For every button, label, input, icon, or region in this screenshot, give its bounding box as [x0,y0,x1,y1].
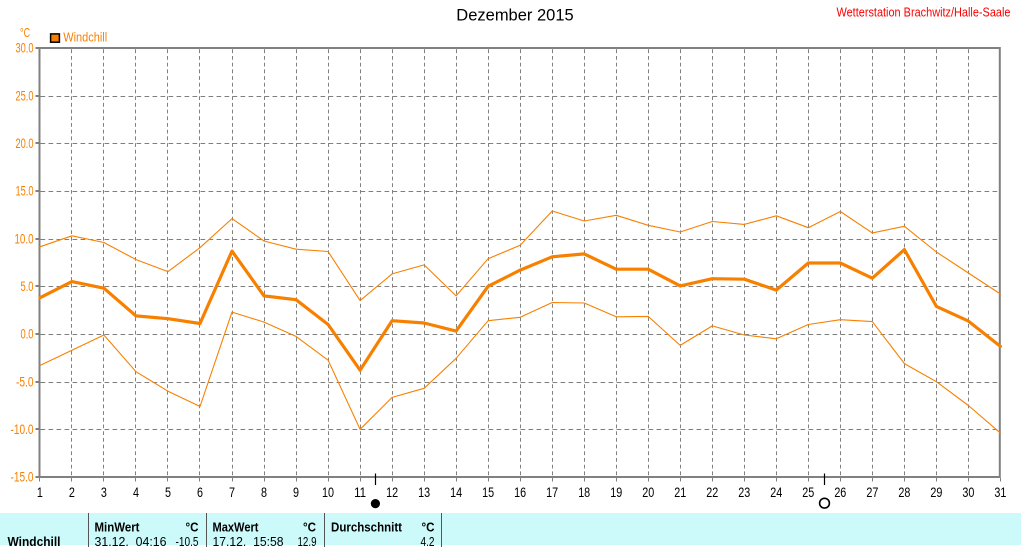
svg-text:Windchill: Windchill [8,534,61,547]
svg-text:20.0: 20.0 [16,136,34,151]
svg-text:3: 3 [101,485,107,500]
svg-text:7: 7 [229,485,235,500]
svg-text:-5.0: -5.0 [16,374,34,389]
svg-text:12.9: 12.9 [298,534,317,547]
svg-text:8: 8 [261,485,267,500]
svg-text:22: 22 [706,485,718,500]
svg-text:10.0: 10.0 [15,231,34,246]
svg-text:MinWert: MinWert [95,520,141,535]
svg-text:5.0: 5.0 [21,279,34,294]
svg-text:6: 6 [197,485,203,500]
svg-text:Wetterstation Brachwitz/Halle-: Wetterstation Brachwitz/Halle-Saale [837,6,1011,20]
svg-text:Dezember 2015: Dezember 2015 [456,6,573,24]
svg-text:30.0: 30.0 [16,41,34,56]
svg-text:12: 12 [386,485,398,500]
svg-text:15.0: 15.0 [16,184,34,199]
svg-text:-15.0: -15.0 [11,470,34,485]
svg-text:31: 31 [994,485,1006,500]
svg-text:26: 26 [834,485,846,500]
svg-text:°C: °C [20,26,30,40]
svg-text:19: 19 [610,485,622,500]
svg-text:°C: °C [186,520,200,535]
svg-text:14: 14 [450,485,462,500]
svg-text:11: 11 [354,485,366,500]
svg-text:24: 24 [770,485,782,500]
svg-text:13: 13 [418,485,430,500]
svg-text:17.12. 15:58: 17.12. 15:58 [213,534,284,547]
svg-text:°C: °C [422,520,436,535]
svg-text:18: 18 [578,485,590,500]
svg-text:Windchill: Windchill [63,31,107,45]
svg-text:1: 1 [37,485,43,500]
svg-text:15: 15 [482,485,494,500]
svg-text:16: 16 [514,485,526,500]
svg-text:25: 25 [802,485,814,500]
svg-text:2: 2 [69,485,75,500]
svg-text:25.0: 25.0 [16,88,34,103]
svg-text:10: 10 [322,485,334,500]
svg-text:21: 21 [674,485,686,500]
svg-text:9: 9 [293,485,299,500]
svg-text:23: 23 [738,485,750,500]
svg-text:-10.0: -10.0 [11,422,34,437]
svg-text:27: 27 [866,485,878,500]
svg-text:MaxWert: MaxWert [213,520,260,535]
svg-text:20: 20 [642,485,654,500]
svg-text:4.2: 4.2 [421,534,435,547]
svg-text:30: 30 [962,485,974,500]
svg-text:°C: °C [303,520,317,535]
svg-text:-10.5: -10.5 [176,534,199,547]
svg-text:0.0: 0.0 [21,327,34,342]
svg-text:17: 17 [546,485,558,500]
svg-text:31.12. 04:16: 31.12. 04:16 [95,534,167,547]
svg-text:4: 4 [133,485,139,500]
svg-text:28: 28 [898,485,910,500]
svg-text:Durchschnitt: Durchschnitt [331,520,403,535]
svg-text:29: 29 [930,485,942,500]
svg-text:5: 5 [165,485,171,500]
